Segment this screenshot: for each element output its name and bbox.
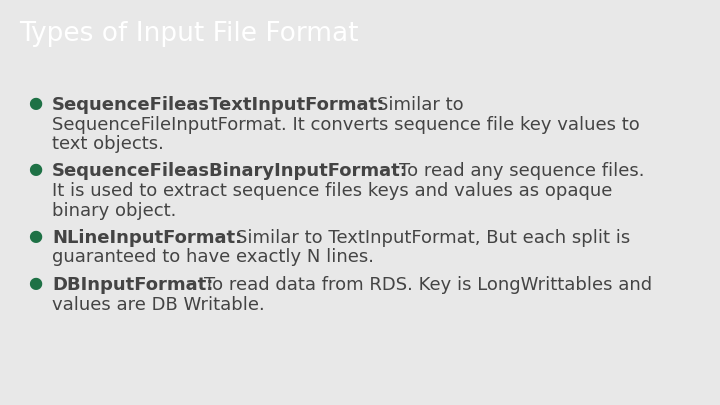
Text: ●: ● <box>28 96 42 111</box>
Text: Similar to TextInputFormat, But each split is: Similar to TextInputFormat, But each spl… <box>236 229 631 247</box>
Text: SequenceFileInputFormat. It converts sequence file key values to: SequenceFileInputFormat. It converts seq… <box>52 115 640 134</box>
Text: DBInputFormat:: DBInputFormat: <box>52 276 213 294</box>
Text: Similar to: Similar to <box>377 96 464 114</box>
Text: To read any sequence files.: To read any sequence files. <box>399 162 644 181</box>
Text: binary object.: binary object. <box>52 202 176 220</box>
Text: To read data from RDS. Key is LongWrittables and: To read data from RDS. Key is LongWritta… <box>204 276 652 294</box>
Text: It is used to extract sequence files keys and values as opaque: It is used to extract sequence files key… <box>52 182 613 200</box>
Text: NLineInputFormat:: NLineInputFormat: <box>52 229 242 247</box>
Text: ●: ● <box>28 162 42 177</box>
Text: values are DB Writable.: values are DB Writable. <box>52 296 265 313</box>
Text: text objects.: text objects. <box>52 135 164 153</box>
Text: SequenceFileasTextInputFormat:: SequenceFileasTextInputFormat: <box>52 96 385 114</box>
Text: Types of Input File Format: Types of Input File Format <box>19 21 359 47</box>
Text: SequenceFileasBinaryInputFormat:: SequenceFileasBinaryInputFormat: <box>52 162 408 181</box>
Text: ●: ● <box>28 276 42 291</box>
Text: guaranteed to have exactly N lines.: guaranteed to have exactly N lines. <box>52 249 374 266</box>
Text: ●: ● <box>28 229 42 244</box>
